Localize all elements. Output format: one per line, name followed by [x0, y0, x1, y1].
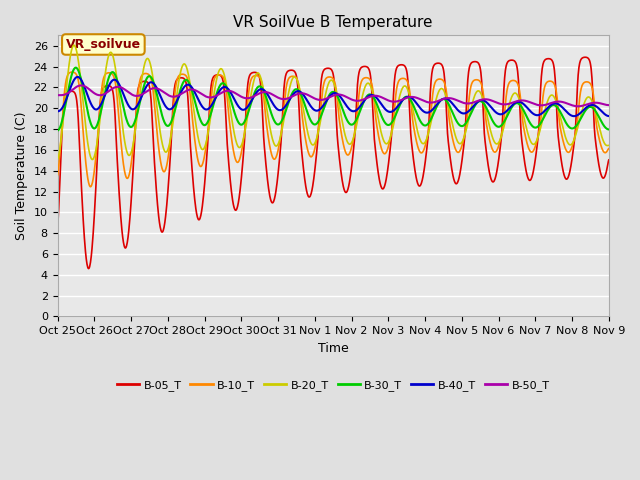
Y-axis label: Soil Temperature (C): Soil Temperature (C) [15, 112, 28, 240]
Title: VR SoilVue B Temperature: VR SoilVue B Temperature [234, 15, 433, 30]
Legend: B-05_T, B-10_T, B-20_T, B-30_T, B-40_T, B-50_T: B-05_T, B-10_T, B-20_T, B-30_T, B-40_T, … [113, 375, 554, 395]
Text: VR_soilvue: VR_soilvue [66, 38, 141, 51]
X-axis label: Time: Time [318, 342, 349, 355]
